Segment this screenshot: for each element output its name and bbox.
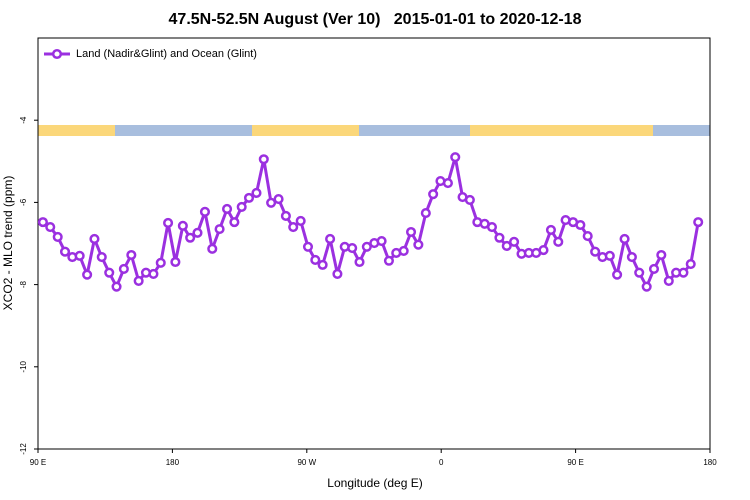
data-point [383, 255, 394, 266]
data-point [656, 249, 667, 261]
y-tick-label: -8 [19, 280, 28, 288]
data-point [45, 222, 56, 233]
data-point [126, 249, 137, 261]
data-point [626, 252, 637, 263]
legend-marker [51, 48, 63, 60]
data-point [582, 231, 593, 242]
legend-label: Land (Nadir&Glint) and Ocean (Glint) [76, 48, 257, 60]
data-point [185, 232, 196, 243]
data-point [398, 245, 409, 256]
data-point [494, 232, 505, 243]
data-point [663, 275, 674, 286]
data-point [251, 187, 262, 198]
data-point [229, 217, 240, 228]
y-tick-label: -10 [19, 360, 28, 372]
data-point [634, 267, 645, 278]
data-point [486, 222, 498, 233]
x-tick-label: 180 [166, 458, 180, 467]
data-point [104, 267, 115, 278]
data-point [685, 259, 696, 270]
data-point [163, 217, 174, 228]
data-point [648, 263, 660, 275]
data-point [332, 268, 343, 279]
plot-frame [37, 37, 711, 450]
data-point [133, 275, 144, 286]
y-tick-label: -6 [19, 198, 28, 206]
data-point [604, 250, 615, 261]
data-point [347, 242, 358, 254]
y-axis-label: XCO2 - MLO trend (ppm) [1, 176, 15, 311]
data-point [214, 224, 225, 235]
x-axis-label: Longitude (deg E) [327, 476, 422, 490]
data-point [207, 243, 218, 254]
data-point [619, 233, 630, 245]
data-point [222, 203, 233, 215]
data-point [538, 245, 549, 256]
data-point [612, 269, 623, 280]
y-tick-label: -4 [19, 116, 28, 124]
data-point [553, 236, 564, 247]
data-point [74, 250, 85, 261]
data-point [266, 197, 277, 208]
data-point [199, 206, 211, 217]
data-point [170, 256, 181, 268]
data-point [236, 201, 247, 212]
x-tick-label: 180 [703, 458, 717, 467]
data-point [545, 224, 557, 235]
data-point [96, 252, 107, 263]
data-point [273, 194, 284, 205]
data-point [325, 233, 336, 245]
data-point [288, 222, 299, 233]
data-point [37, 217, 48, 228]
data-point [310, 254, 321, 265]
data-point [177, 220, 188, 231]
data-point [405, 226, 417, 238]
data-point [155, 257, 166, 268]
land-ocean-strip [38, 125, 710, 136]
data-point [428, 189, 439, 200]
x-tick-label: 90 W [297, 458, 316, 467]
data-point [59, 246, 71, 257]
data-point [420, 208, 431, 219]
data-point [118, 263, 129, 275]
data-point [295, 215, 306, 226]
data-point [82, 269, 93, 280]
data-point [413, 239, 424, 250]
data-point [501, 240, 512, 252]
x-tick-label: 90 E [30, 458, 46, 467]
data-point [192, 227, 203, 238]
data-point [693, 217, 704, 228]
data-point [442, 178, 453, 189]
data-point [317, 259, 328, 270]
data-point [243, 192, 255, 203]
data-point [280, 210, 291, 222]
data-point [258, 154, 269, 165]
data-point [641, 281, 652, 292]
series-line [42, 155, 700, 289]
data-point [509, 236, 520, 247]
data-point [590, 246, 601, 257]
data-point [111, 281, 122, 292]
data-point [354, 256, 365, 268]
y-tick-label: -12 [19, 443, 28, 455]
x-tick-label: 0 [439, 458, 444, 467]
data-point [575, 219, 586, 231]
data-point [148, 268, 159, 279]
data-point [464, 194, 475, 205]
x-tick-label: 90 E [567, 458, 583, 467]
data-point [52, 231, 63, 242]
data-point [678, 267, 689, 278]
data-point [89, 233, 100, 245]
data-point [361, 241, 372, 252]
data-point [450, 152, 461, 163]
data-point [302, 241, 314, 252]
chart-title: 47.5N-52.5N August (Ver 10) 2015-01-01 t… [169, 11, 582, 28]
data-point [376, 235, 387, 247]
